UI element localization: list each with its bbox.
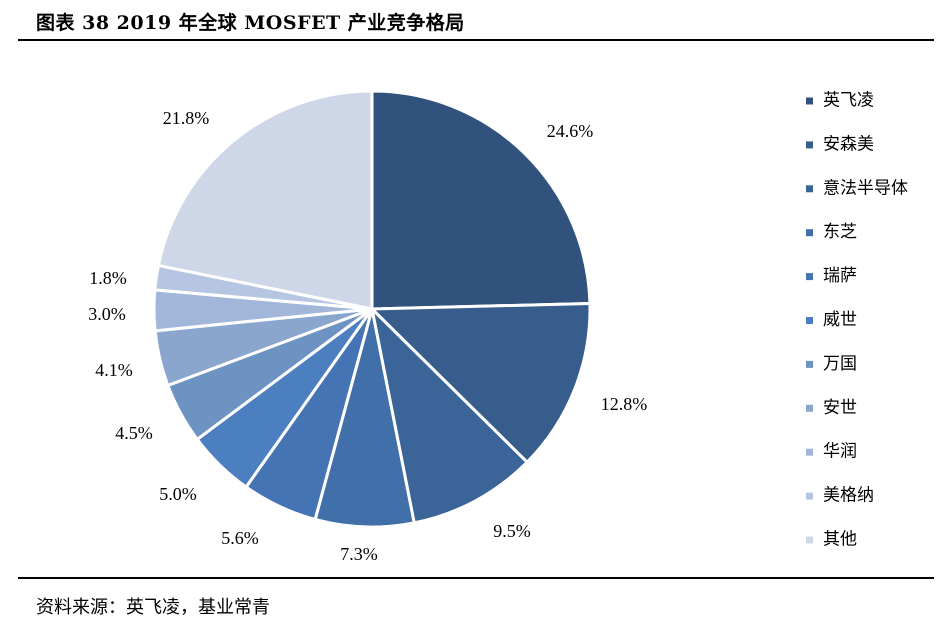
legend-label: 安世 [823, 398, 857, 418]
legend-label: 万国 [823, 354, 857, 374]
legend-swatch [806, 404, 813, 412]
legend-label: 威世 [823, 310, 857, 330]
legend-swatch [806, 141, 813, 149]
pie-data-label: 24.6% [547, 121, 594, 141]
legend-swatch [806, 317, 813, 324]
pie-slice [370, 302, 592, 464]
pie-data-label: 9.5% [493, 521, 531, 541]
pie-data-label: 5.6% [221, 528, 259, 548]
pie-data-label: 7.3% [340, 544, 378, 564]
legend-swatch [806, 185, 813, 193]
legend-swatch [806, 448, 813, 456]
source-rule [18, 577, 934, 579]
legend-swatch [806, 273, 813, 281]
legend-label: 东芝 [823, 222, 857, 242]
legend-label: 美格纳 [823, 486, 874, 506]
pie-data-label: 3.0% [88, 304, 126, 324]
pie-data-label: 1.8% [89, 268, 127, 288]
legend-label: 英飞凌 [823, 91, 874, 111]
pie-slices [152, 89, 592, 529]
pie-data-labels: 24.6% 12.8% 9.5% 7.3% 5.6% 5.0% 4.5% 4.1% 3.0% 1.… [88, 108, 647, 564]
legend-swatch [806, 360, 813, 368]
pie-slice [156, 89, 374, 311]
title-rule [18, 39, 934, 41]
legend-label: 瑞萨 [823, 266, 857, 286]
legend-label: 意法半导体 [823, 178, 908, 198]
legend-swatch [806, 229, 813, 237]
chart-title: 图表 38 2019 年全球 MOSFET 产业竞争格局 [36, 12, 465, 34]
legend-label: 其他 [823, 530, 857, 550]
source-note: 资料来源：英飞凌，基业常青 [36, 597, 270, 618]
legend-swatch [806, 97, 813, 105]
pie-slice [370, 307, 529, 525]
pie-data-label: 21.8% [163, 108, 210, 128]
legend-swatch [806, 536, 813, 544]
pie-data-label: 4.1% [95, 360, 133, 380]
pie-data-label: 12.8% [601, 394, 648, 414]
pie-slice [313, 307, 416, 529]
legend-swatch [806, 492, 813, 500]
pie-slice [370, 89, 592, 311]
legend-label: 华润 [823, 442, 857, 462]
legend-label: 安森美 [823, 134, 874, 154]
pie-data-label: 5.0% [159, 484, 197, 504]
pie-data-label: 4.5% [115, 423, 153, 443]
